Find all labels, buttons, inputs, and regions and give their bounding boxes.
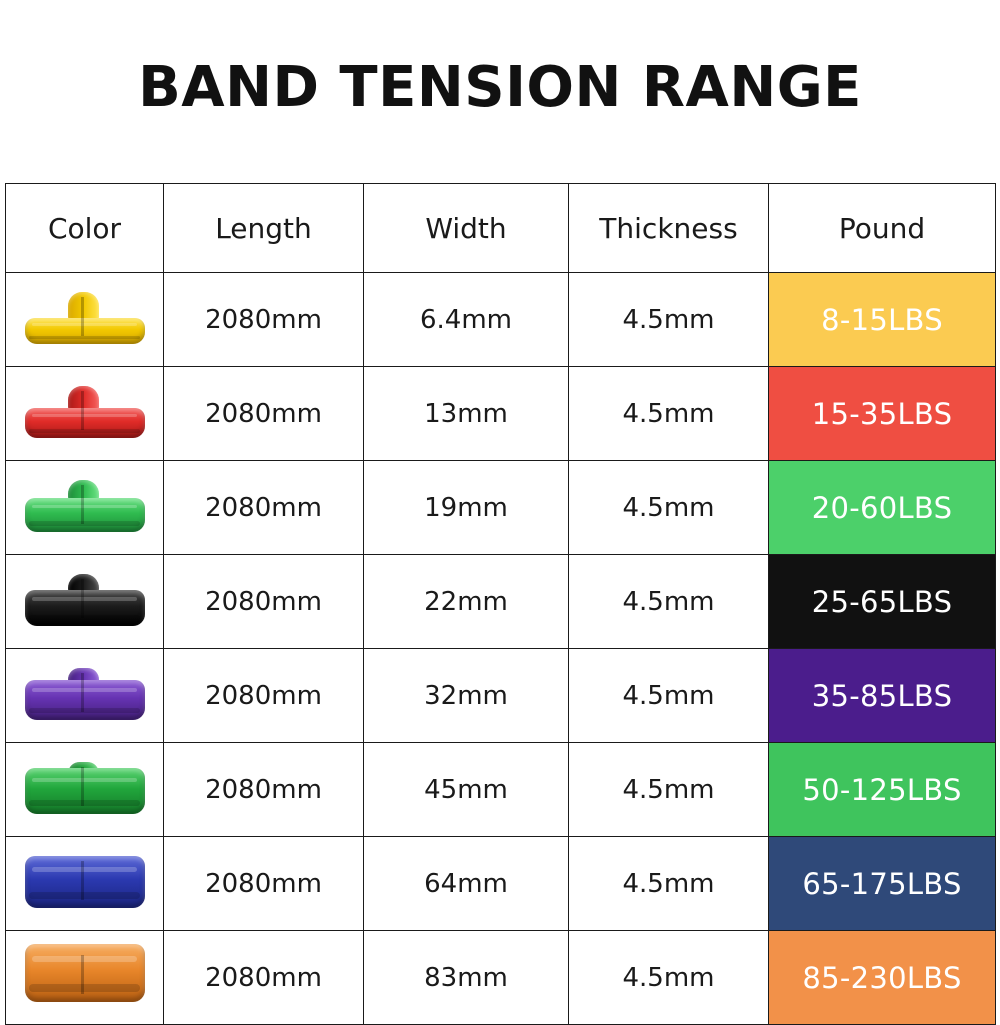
band-pound-cell: 20-60LBS	[768, 460, 996, 555]
band-thickness-value: 4.5mm	[568, 272, 769, 367]
resistance-band-icon	[24, 385, 145, 442]
band-pound-cell: 15-35LBS	[768, 366, 996, 461]
band-coil-cell	[5, 554, 164, 649]
band-length-value: 2080mm	[163, 836, 364, 931]
pound-badge: 50-125LBS	[769, 743, 995, 836]
band-length-value: 2080mm	[163, 742, 364, 837]
pound-badge: 15-35LBS	[769, 367, 995, 460]
column-header-pound: Pound	[768, 183, 996, 273]
band-coil-body	[24, 855, 145, 908]
band-coil-cell	[5, 272, 164, 367]
band-coil-seam	[80, 767, 84, 807]
band-pound-cell: 8-15LBS	[768, 272, 996, 367]
table-row: 2080mm 64mm 4.5mm 65-175LBS	[5, 836, 996, 931]
band-thickness-value: 4.5mm	[568, 554, 769, 649]
band-pound-cell: 65-175LBS	[768, 836, 996, 931]
resistance-band-icon	[24, 943, 145, 1006]
band-width-value: 45mm	[363, 742, 569, 837]
pound-badge: 35-85LBS	[769, 649, 995, 742]
band-coil-seam	[80, 297, 84, 337]
band-length-value: 2080mm	[163, 460, 364, 555]
resistance-band-icon	[24, 855, 145, 912]
header-row: Color Length Width Thickness Pound	[5, 183, 996, 273]
band-width-value: 32mm	[363, 648, 569, 743]
band-thickness-value: 4.5mm	[568, 742, 769, 837]
pound-badge: 8-15LBS	[769, 273, 995, 366]
band-coil-body	[24, 497, 145, 532]
band-coil-body	[24, 943, 145, 1002]
band-coil-loop	[67, 479, 99, 500]
column-header-length: Length	[163, 183, 364, 273]
resistance-band-icon	[24, 667, 145, 724]
resistance-band-icon	[24, 291, 145, 348]
band-coil-loop	[67, 291, 99, 320]
band-thickness-value: 4.5mm	[568, 366, 769, 461]
band-coil-seam	[80, 579, 84, 619]
pound-badge: 25-65LBS	[769, 555, 995, 648]
band-coil-cell	[5, 742, 164, 837]
resistance-band-icon	[24, 479, 145, 536]
band-coil-seam	[80, 955, 84, 995]
band-coil-body	[24, 767, 145, 814]
band-coil-body	[24, 589, 145, 626]
band-coil-seam	[80, 391, 84, 431]
band-length-value: 2080mm	[163, 366, 364, 461]
band-coil-loop	[67, 385, 99, 410]
pound-badge: 20-60LBS	[769, 461, 995, 554]
band-coil-body	[24, 679, 145, 720]
table-row: 2080mm 45mm 4.5mm 50-125LBS	[5, 742, 996, 837]
band-pound-cell: 50-125LBS	[768, 742, 996, 837]
band-coil-cell	[5, 930, 164, 1025]
column-header-thickness: Thickness	[568, 183, 769, 273]
resistance-band-icon	[24, 573, 145, 630]
spec-sheet: BAND TENSION RANGE Color Length Width Th…	[5, 55, 996, 1025]
band-width-value: 6.4mm	[363, 272, 569, 367]
band-coil-loop	[67, 667, 99, 682]
band-pound-cell: 25-65LBS	[768, 554, 996, 649]
table-row: 2080mm 19mm 4.5mm 20-60LBS	[5, 460, 996, 555]
band-spec-table: Color Length Width Thickness Pound 2080m…	[5, 183, 996, 1025]
table-row: 2080mm 22mm 4.5mm 25-65LBS	[5, 554, 996, 649]
band-thickness-value: 4.5mm	[568, 836, 769, 931]
column-header-width: Width	[363, 183, 569, 273]
band-coil-cell	[5, 836, 164, 931]
table-row: 2080mm 6.4mm 4.5mm 8-15LBS	[5, 272, 996, 367]
pound-badge: 85-230LBS	[769, 931, 995, 1024]
band-width-value: 22mm	[363, 554, 569, 649]
table-header: Color Length Width Thickness Pound	[5, 183, 996, 273]
band-length-value: 2080mm	[163, 554, 364, 649]
table-row: 2080mm 13mm 4.5mm 15-35LBS	[5, 366, 996, 461]
band-width-value: 13mm	[363, 366, 569, 461]
band-pound-cell: 35-85LBS	[768, 648, 996, 743]
table-row: 2080mm 32mm 4.5mm 35-85LBS	[5, 648, 996, 743]
band-length-value: 2080mm	[163, 648, 364, 743]
band-width-value: 19mm	[363, 460, 569, 555]
band-coil-cell	[5, 648, 164, 743]
table-body: 2080mm 6.4mm 4.5mm 8-15LBS 2080mm 13mm 4.5mm 15…	[5, 272, 996, 1025]
band-coil-loop	[67, 573, 99, 592]
page-title: BAND TENSION RANGE	[138, 55, 862, 120]
band-coil-cell	[5, 460, 164, 555]
band-length-value: 2080mm	[163, 930, 364, 1025]
pound-badge: 65-175LBS	[769, 837, 995, 930]
band-coil-seam	[80, 673, 84, 713]
band-thickness-value: 4.5mm	[568, 930, 769, 1025]
band-coil-cell	[5, 366, 164, 461]
band-width-value: 83mm	[363, 930, 569, 1025]
band-width-value: 64mm	[363, 836, 569, 931]
column-header-color: Color	[5, 183, 164, 273]
band-coil-body	[24, 317, 145, 344]
band-thickness-value: 4.5mm	[568, 648, 769, 743]
band-thickness-value: 4.5mm	[568, 460, 769, 555]
band-coil-seam	[80, 485, 84, 525]
band-coil-seam	[80, 861, 84, 901]
resistance-band-icon	[24, 761, 145, 818]
table-row: 2080mm 83mm 4.5mm 85-230LBS	[5, 930, 996, 1025]
band-coil-body	[24, 407, 145, 438]
band-length-value: 2080mm	[163, 272, 364, 367]
band-pound-cell: 85-230LBS	[768, 930, 996, 1025]
